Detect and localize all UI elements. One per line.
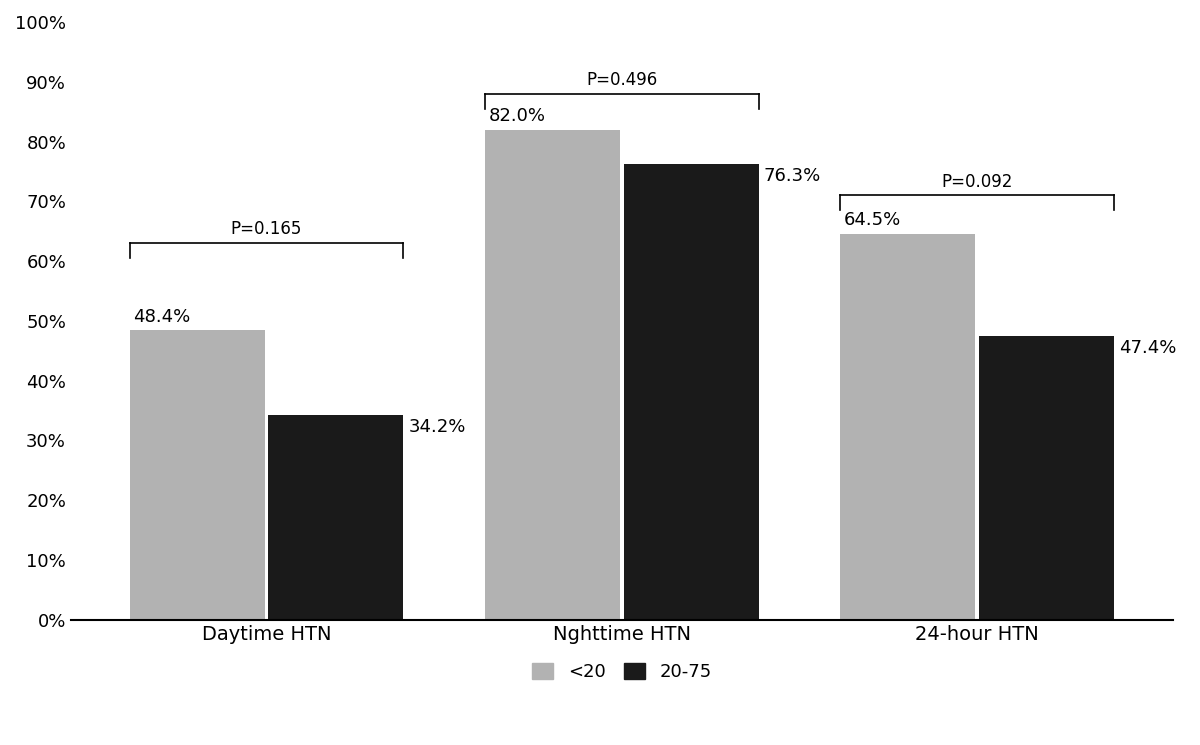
Text: 48.4%: 48.4% [133,308,191,326]
Text: P=0.496: P=0.496 [586,71,658,89]
Text: 34.2%: 34.2% [408,418,466,437]
Bar [268,415,403,620]
Bar [979,337,1114,620]
Bar [130,331,264,620]
Text: 82.0%: 82.0% [488,107,546,125]
Bar [485,130,620,620]
Text: P=0.092: P=0.092 [942,173,1013,191]
Bar [840,234,976,620]
Text: 76.3%: 76.3% [764,167,821,185]
Text: 47.4%: 47.4% [1120,340,1177,358]
Text: 64.5%: 64.5% [844,212,901,229]
Bar [624,164,758,620]
Legend: <20, 20-75: <20, 20-75 [524,656,719,688]
Text: P=0.165: P=0.165 [230,221,302,238]
